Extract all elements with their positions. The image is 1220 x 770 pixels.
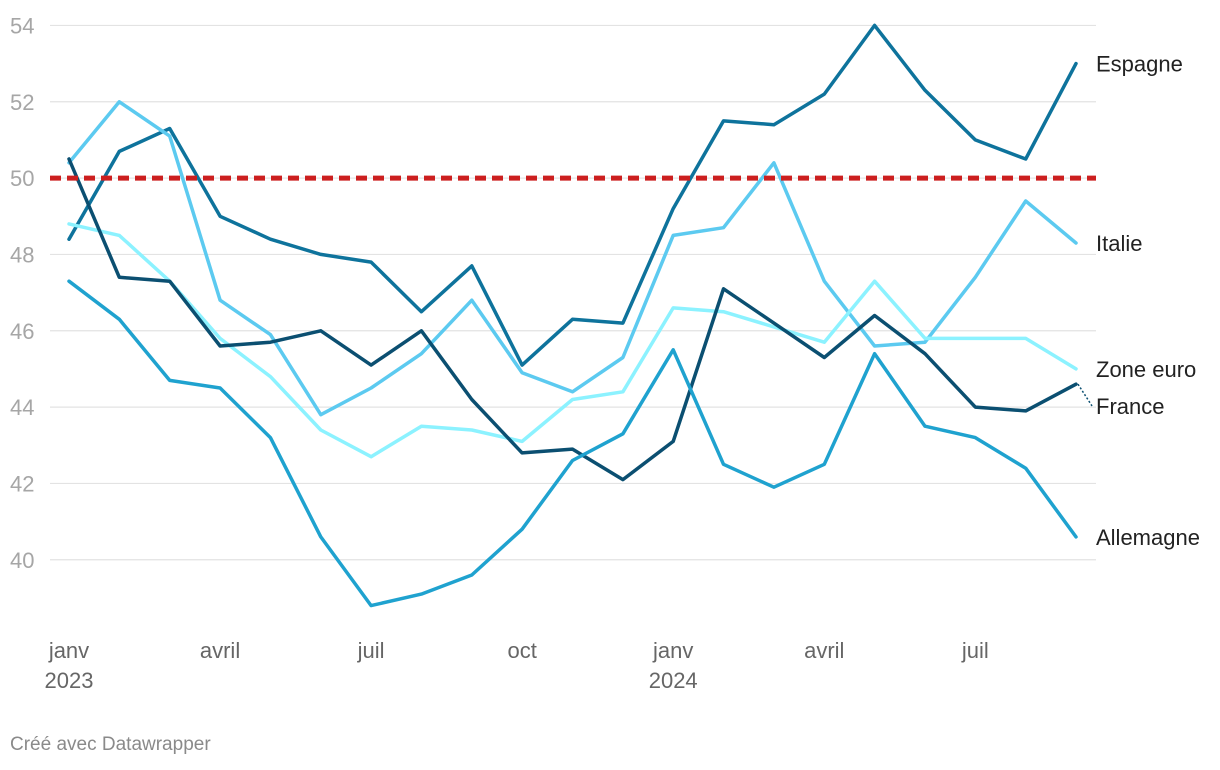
x-tick-label: oct [507, 638, 536, 663]
x-tick-year-label: 2023 [45, 668, 94, 693]
series-lines [67, 23, 1078, 608]
x-tick-label: janv [48, 638, 89, 663]
series-line-zone-euro [67, 222, 1078, 459]
series-labels: Espagne Italie Zone euro France Allemagne [1077, 52, 1200, 550]
credit-text: Créé avec Datawrapper [10, 734, 211, 755]
y-axis-ticks: 40 42 44 46 48 50 52 54 [10, 13, 34, 572]
series-label-italie: Italie [1096, 231, 1142, 256]
x-tick-label: juil [961, 638, 989, 663]
series-label-france: France [1096, 394, 1164, 419]
series-line-france [67, 157, 1078, 482]
x-tick-label: avril [804, 638, 844, 663]
series-line-espagne [67, 23, 1078, 367]
y-tick-label: 48 [10, 242, 34, 267]
y-tick-label: 50 [10, 166, 34, 191]
series-label-allemagne: Allemagne [1096, 525, 1200, 550]
y-tick-label: 44 [10, 395, 34, 420]
series-line-allemagne [67, 279, 1078, 608]
y-tick-label: 46 [10, 319, 34, 344]
y-tick-label: 42 [10, 471, 34, 496]
x-tick-label: janv [652, 638, 693, 663]
series-label-espagne: Espagne [1096, 52, 1183, 77]
x-axis-ticks: janv 2023 avril juil oct janv 2024 avril juil [45, 638, 989, 693]
x-tick-label: juil [357, 638, 385, 663]
series-line-italie [67, 100, 1078, 417]
label-connector-france [1077, 383, 1093, 407]
x-tick-year-label: 2024 [649, 668, 698, 693]
y-tick-label: 40 [10, 548, 34, 573]
y-tick-label: 52 [10, 90, 34, 115]
x-tick-label: avril [200, 638, 240, 663]
series-label-zone-euro: Zone euro [1096, 357, 1196, 382]
y-tick-label: 54 [10, 13, 34, 38]
